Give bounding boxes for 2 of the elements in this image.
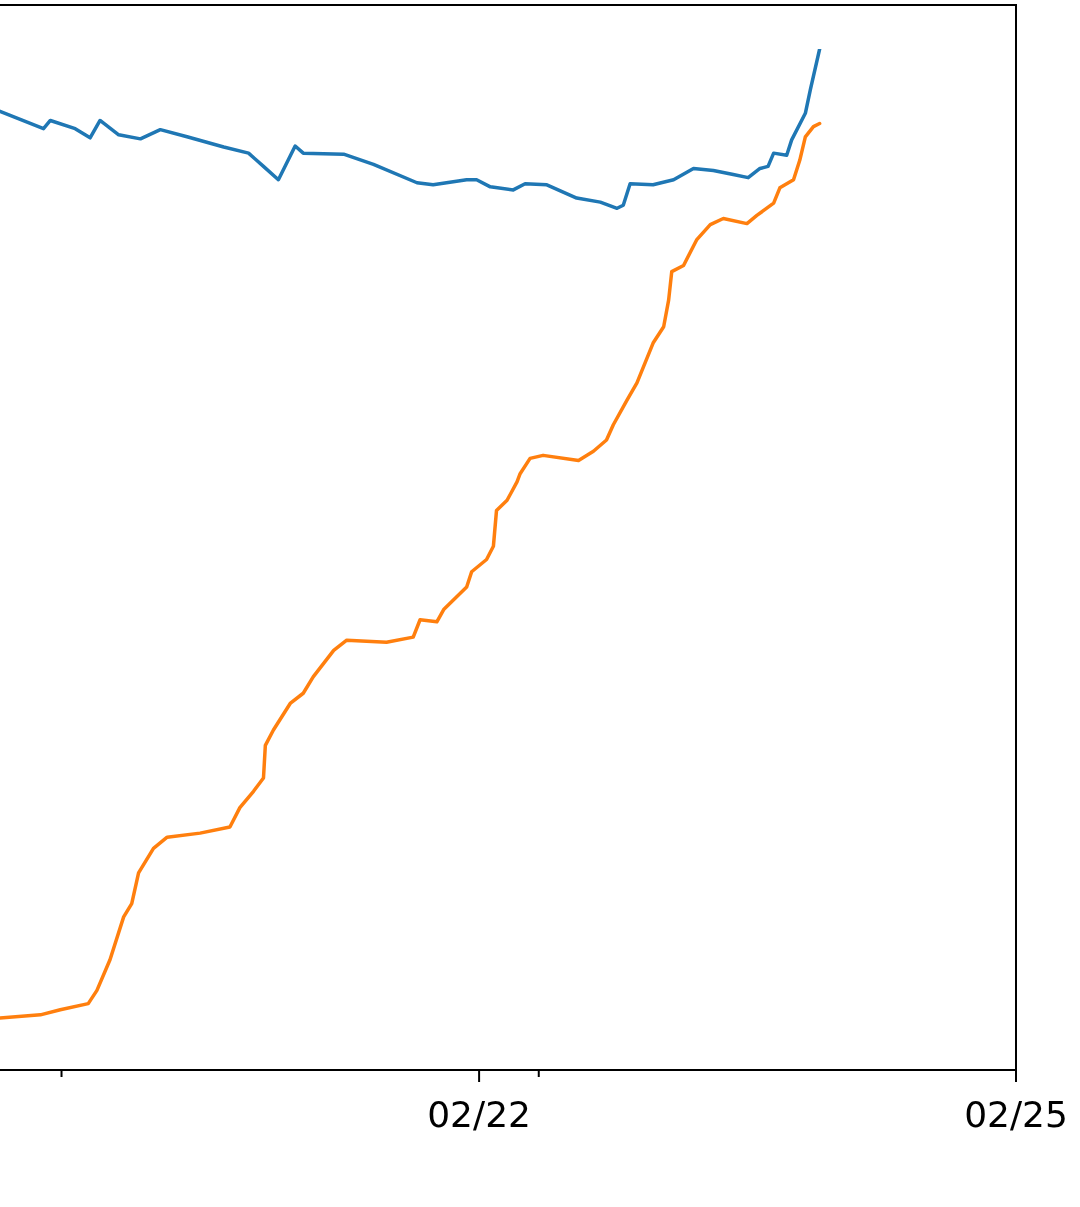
x-tick-label: 02/25 (964, 1094, 1068, 1135)
x-tick-label: 02/22 (427, 1094, 531, 1135)
